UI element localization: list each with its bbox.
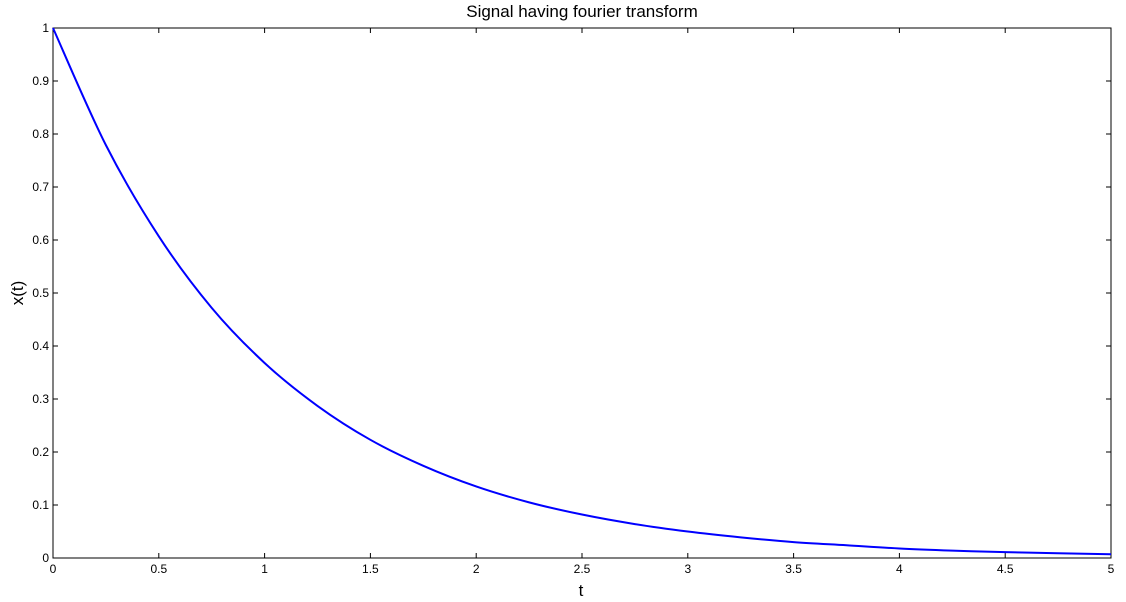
x-tick-label: 4.5: [997, 562, 1014, 576]
y-tick-label: 0.6: [32, 233, 49, 247]
plot-area: [52, 27, 1112, 559]
y-axis-ticks: 0 0.1 0.2 0.3 0.4 0.5 0.6 0.7 0.8 0.9 1: [32, 21, 1111, 565]
y-tick-label: 0.5: [32, 286, 49, 300]
series-layer: [52, 27, 1112, 556]
y-tick-label: 0.1: [32, 498, 49, 512]
x-tick-label: 0.5: [150, 562, 167, 576]
y-tick-label: 0.2: [32, 445, 49, 459]
y-tick-label: 0.8: [32, 127, 49, 141]
x-tick-label: 0: [50, 562, 57, 576]
x-tick-label: 2: [473, 562, 480, 576]
y-tick-label: 0: [42, 551, 49, 565]
x-tick-label: 3: [684, 562, 691, 576]
x-tick-label: 1: [261, 562, 268, 576]
x-tick-label: 2.5: [574, 562, 591, 576]
x-tick-label: 4: [896, 562, 903, 576]
y-tick-label: 0.3: [32, 392, 49, 406]
y-tick-label: 0.7: [32, 180, 49, 194]
y-axis-title: x(t): [8, 281, 27, 306]
y-tick-label: 1: [42, 21, 49, 35]
chart-title: Signal having fourier transform: [466, 2, 698, 21]
x-tick-label: 3.5: [785, 562, 802, 576]
series-line: [52, 27, 1112, 556]
x-tick-label: 5: [1108, 562, 1115, 576]
x-tick-label: 1.5: [362, 562, 379, 576]
y-tick-label: 0.9: [32, 74, 49, 88]
x-axis-title: t: [579, 581, 584, 600]
y-tick-label: 0.4: [32, 339, 49, 353]
x-axis-ticks: 0 0.5 1 1.5 2 2.5 3 3.5 4 4.5 5: [50, 28, 1115, 576]
